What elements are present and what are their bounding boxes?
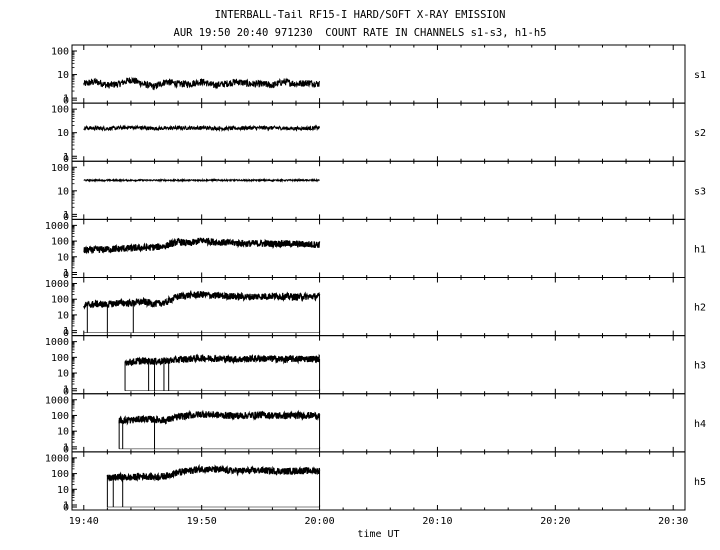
y-tick-label-s1: 100 — [51, 47, 69, 58]
channel-label-h2: h2 — [694, 303, 706, 314]
y-tick-label-s3: 1 — [63, 210, 69, 221]
y-tick-label-h1: 1000 — [45, 221, 69, 232]
y-tick-label-h1: 100 — [51, 237, 69, 248]
panel-frame-s1 — [71, 44, 686, 104]
y-tick-label-h3: 10 — [57, 369, 69, 380]
y-tick-label-s2: 100 — [51, 105, 69, 116]
y-tick-label-h2: 1000 — [45, 279, 69, 290]
x-axis-label: time UT — [357, 529, 399, 540]
y-tick-label-h1: 10 — [57, 252, 69, 263]
chart-title: INTERBALL-Tail RF15-I HARD/SOFT X-RAY EM… — [214, 9, 506, 21]
y-tick-label-h4: 1 — [63, 442, 69, 453]
channel-label-h5: h5 — [694, 477, 706, 488]
y-tick-label-s3: 0 — [63, 212, 69, 223]
series-line-s3 — [83, 177, 320, 183]
y-tick-label-s2: 1 — [63, 152, 69, 163]
channel-label-s3: s3 — [694, 186, 706, 197]
channel-label-s1: s1 — [694, 70, 706, 81]
x-tick-label: 20:30 — [658, 516, 688, 527]
y-tick-label-h4: 100 — [51, 411, 69, 422]
chart-subtitle: AUR 19:50 20:40 971230 COUNT RATE IN CHA… — [173, 27, 547, 39]
series-line-h2 — [83, 289, 321, 310]
channel-label-h3: h3 — [694, 361, 706, 372]
x-tick-label: 20:20 — [540, 516, 570, 527]
series-line-s2 — [83, 124, 321, 132]
y-tick-label-s1: 1 — [63, 94, 69, 105]
channel-label-h1: h1 — [694, 244, 706, 255]
channel-label-h4: h4 — [694, 419, 706, 430]
series-line-h4 — [118, 409, 321, 426]
y-tick-label-h1: 1 — [63, 268, 69, 279]
y-tick-label-h5: 100 — [51, 469, 69, 480]
series-line-h5 — [106, 463, 321, 484]
y-tick-label-h5: 10 — [57, 485, 69, 496]
y-tick-label-h3: 0 — [63, 386, 69, 397]
panel-frame-h2 — [71, 277, 686, 337]
y-tick-label-h4: 10 — [57, 427, 69, 438]
y-tick-label-h4: 0 — [63, 444, 69, 455]
y-tick-label-h2: 1 — [63, 326, 69, 337]
y-tick-label-s3: 100 — [51, 163, 69, 174]
y-tick-label-s2: 0 — [63, 154, 69, 165]
x-tick-label: 19:40 — [69, 516, 99, 527]
y-tick-label-h5: 1 — [63, 501, 69, 512]
panel-frame-h1 — [71, 218, 686, 278]
series-line-h1 — [83, 237, 321, 255]
y-tick-label-s2: 10 — [57, 128, 69, 139]
y-tick-label-h2: 100 — [51, 295, 69, 306]
y-tick-label-s1: 10 — [57, 70, 69, 81]
y-tick-label-h5: 0 — [63, 503, 69, 514]
panel-frame-s2 — [71, 102, 686, 162]
y-tick-label-h5: 1000 — [45, 453, 69, 464]
y-tick-label-h1: 0 — [63, 270, 69, 281]
x-tick-label: 20:10 — [422, 516, 452, 527]
y-tick-label-h4: 1000 — [45, 395, 69, 406]
y-tick-label-h2: 10 — [57, 310, 69, 321]
y-tick-label-h3: 1000 — [45, 337, 69, 348]
y-tick-label-s3: 10 — [57, 186, 69, 197]
x-tick-label: 20:00 — [305, 516, 335, 527]
series-line-s1 — [83, 76, 321, 91]
x-tick-label: 19:50 — [187, 516, 217, 527]
y-tick-label-h3: 100 — [51, 353, 69, 364]
panel-frame-s3 — [71, 160, 686, 220]
channel-label-s2: s2 — [694, 128, 706, 139]
y-tick-label-s1: 0 — [63, 96, 69, 107]
y-tick-label-h3: 1 — [63, 384, 69, 395]
panel-frame-h5 — [71, 451, 686, 511]
y-tick-label-h2: 0 — [63, 328, 69, 339]
series-line-h3 — [124, 353, 321, 367]
